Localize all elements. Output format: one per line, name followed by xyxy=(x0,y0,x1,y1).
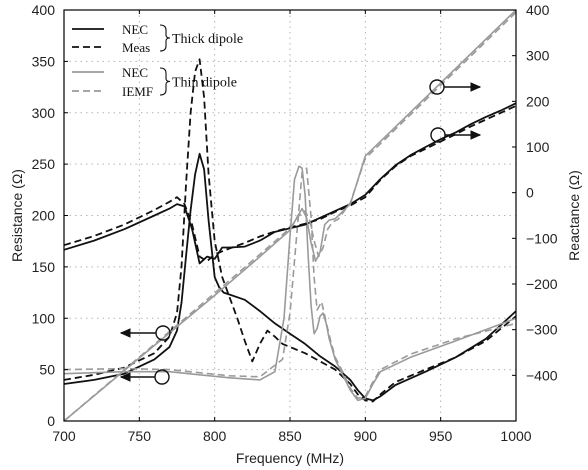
y-tick-label-left: 350 xyxy=(32,53,56,69)
series-line-thin-dipole-iemf-resistance xyxy=(63,167,517,400)
x-axis-title: Frequency (MHz) xyxy=(236,450,344,466)
y-tick-label-right: 300 xyxy=(526,48,550,64)
y-tick-label-right: −100 xyxy=(526,230,558,246)
grid xyxy=(64,10,516,421)
y-tick-label-left: 250 xyxy=(32,156,56,172)
x-tick-label: 950 xyxy=(429,428,453,444)
tick-layer: 700 750 800 850 900 950 1000050100150200250300… xyxy=(32,2,558,444)
axis-indicator-thin-reactance-arrowhead xyxy=(470,82,482,92)
y-tick-label-left: 50 xyxy=(39,362,55,378)
legend-entry-label: NEC xyxy=(122,22,148,37)
axis-indicator-thin-resistance-arrowhead xyxy=(119,372,131,382)
y-tick-label-right: 200 xyxy=(526,93,550,109)
y-tick-label-right: −200 xyxy=(526,276,558,292)
y-tick-label-right: 0 xyxy=(526,185,534,201)
series-line-thin-dipole-nec-resistance xyxy=(63,165,517,402)
legend: NEC Meas Thick dipole NEC IEMF Thin dipole xyxy=(72,22,243,99)
y-tick-label-left: 0 xyxy=(47,413,55,429)
y-tick-label-left: 100 xyxy=(32,310,56,326)
legend-entry-label: Meas xyxy=(122,40,150,55)
legend-entry-label: NEC xyxy=(122,65,148,80)
legend-group-label: Thick dipole xyxy=(172,32,243,47)
y-axis-title-left: Resistance (Ω) xyxy=(9,169,25,262)
annotation-layer xyxy=(119,79,482,385)
y-tick-label-left: 400 xyxy=(32,2,56,18)
x-tick-label: 750 xyxy=(128,428,152,444)
series-line-thick-dipole-meas-resistance xyxy=(63,58,517,403)
axis-indicator-thick-reactance-arrowhead xyxy=(470,130,482,140)
y-axis-title-right: Reactance (Ω) xyxy=(566,170,582,261)
y-tick-label-right: 100 xyxy=(526,139,550,155)
y-tick-label-left: 200 xyxy=(32,208,56,224)
x-tick-label: 850 xyxy=(278,428,302,444)
series-line-thin-dipole-nec-reactance xyxy=(63,9,517,422)
x-tick-label: 800 xyxy=(203,428,227,444)
y-tick-label-right: −400 xyxy=(526,367,558,383)
y-tick-label-right: 400 xyxy=(526,2,550,18)
axis-indicator-thick-resistance-arrowhead xyxy=(119,328,131,338)
legend-group-label: Thin dipole xyxy=(172,76,237,91)
series-line-thin-dipole-iemf-reactance xyxy=(63,11,517,422)
legend-brace xyxy=(159,67,171,96)
y-tick-label-left: 300 xyxy=(32,105,56,121)
y-tick-label-right: −300 xyxy=(526,322,558,338)
x-tick-label: 1000 xyxy=(500,428,531,444)
legend-entry-label: IEMF xyxy=(122,84,153,99)
legend-brace xyxy=(159,24,171,52)
x-tick-label: 900 xyxy=(354,428,378,444)
x-tick-label: 700 xyxy=(52,428,76,444)
y-tick-label-left: 150 xyxy=(32,259,56,275)
